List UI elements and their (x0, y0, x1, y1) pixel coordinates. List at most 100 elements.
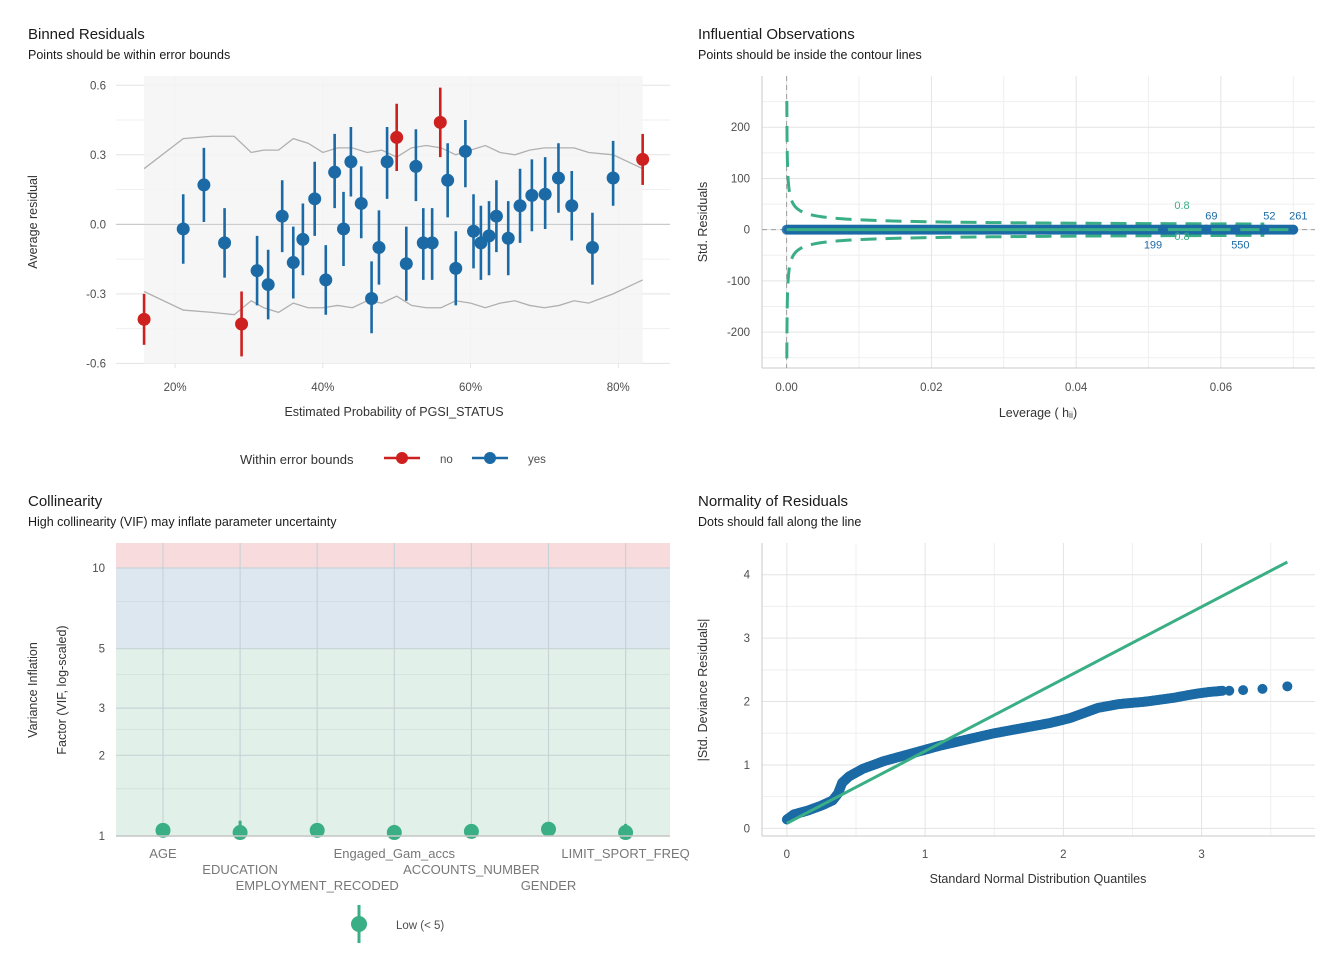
point-label: 69 (1205, 211, 1217, 223)
y-axis-label: Average residual (26, 175, 40, 269)
x-tick-label: AGE (149, 846, 177, 861)
panel-title: Normality of Residuals (698, 493, 848, 510)
residual-point (425, 236, 439, 250)
x-tick-label: EDUCATION (202, 862, 278, 877)
legend-label-low: Low (< 5) (396, 920, 444, 932)
panel-subtitle: Points should be inside the contour line… (698, 48, 922, 62)
vif-point (541, 821, 556, 837)
residual-point (467, 224, 481, 238)
panel-subtitle: Dots should fall along the line (698, 515, 861, 529)
residual-point (380, 155, 394, 169)
legend-label-no: no (440, 454, 453, 466)
residual-point (197, 178, 211, 192)
vif-point (232, 825, 248, 841)
residual-point (275, 209, 289, 223)
y-tick-label: -0.3 (86, 289, 106, 301)
x-tick-label: 0.02 (920, 382, 942, 394)
residual-point (538, 187, 552, 201)
point-label: 52 (1263, 211, 1275, 223)
y-axis-label-line2: Factor (VIF, log-scaled) (55, 625, 69, 754)
residual-point (319, 273, 333, 287)
residual-point (337, 222, 351, 236)
y-tick-label: 3 (744, 633, 750, 645)
vif-point (463, 823, 479, 839)
residual-point (372, 240, 386, 254)
residual-point (458, 144, 472, 158)
residual-point (636, 152, 650, 166)
upper-error-bound (143, 135, 643, 170)
vif-band (116, 543, 670, 569)
error-band-background (144, 76, 643, 364)
y-axis-label: Std. Residuals (696, 182, 710, 263)
y-axis-label-line1: Variance Inflation (26, 642, 40, 738)
residual-point (606, 171, 620, 185)
y-tick-label: -200 (727, 327, 750, 339)
collinearity-panel: Collinearity High collinearity (VIF) may… (26, 493, 690, 943)
residual-point (328, 165, 342, 179)
contour-label-lower: 0.8 (1174, 231, 1189, 243)
residual-point (489, 209, 503, 223)
panel-subtitle: Points should be within error bounds (28, 48, 230, 62)
residual-point (585, 240, 599, 254)
residual-point (409, 159, 423, 173)
point-label: 199 (1144, 240, 1162, 252)
y-axis-label: |Std. Deviance Residuals| (696, 619, 710, 762)
x-tick-label: 0.04 (1065, 382, 1088, 394)
residual-point (441, 173, 455, 187)
residual-point (235, 317, 249, 331)
residual-point (390, 130, 404, 144)
residual-point (525, 188, 539, 202)
x-tick-label: 2 (1060, 849, 1066, 861)
cooks-distance-contour (785, 233, 1265, 359)
panel-title: Influential Observations (698, 26, 855, 43)
x-axis-label: Estimated Probability of PGSI_STATUS (284, 405, 503, 419)
residual-point (250, 264, 264, 278)
residual-point (296, 232, 310, 246)
plot-area: 0.6 0.3 0.0 -0.3 -0.6 20% 40% 60% 80% (86, 76, 670, 394)
residual-point (365, 291, 379, 305)
point-label: 550 (1231, 240, 1249, 252)
x-axis-label: Standard Normal Distribution Quantiles (930, 872, 1147, 886)
qq-point (1224, 685, 1235, 696)
x-tick-label: GENDER (521, 878, 577, 893)
legend: Low (< 5) (351, 905, 444, 943)
contour-label-upper: 0.8 (1174, 200, 1189, 212)
vif-point (309, 822, 325, 838)
plot-area: 200 100 0 -100 -200 0.00 0.02 0.04 0.06 199 69 550 5… (727, 76, 1315, 394)
residual-point (286, 256, 300, 270)
y-tick-label: 0.3 (90, 150, 106, 162)
legend-label-yes: yes (528, 454, 546, 466)
vif-point (155, 822, 171, 838)
x-tick-label: 0 (784, 849, 790, 861)
point-label: 261 (1289, 211, 1307, 223)
vif-band (116, 648, 670, 836)
qq-point (1217, 685, 1228, 696)
binned-residuals-panel: Binned Residuals Points should be within… (26, 26, 670, 467)
residual-point (449, 261, 463, 275)
influential-observations-panel: Influential Observations Points should b… (696, 26, 1315, 420)
y-tick-label: 0 (744, 823, 750, 835)
qq-point (1238, 685, 1249, 696)
y-tick-label: 0.6 (90, 80, 106, 92)
legend-marker-low (351, 916, 367, 932)
x-tick-label: 1 (922, 849, 928, 861)
lower-error-bound (143, 279, 643, 316)
y-tick-label: 3 (99, 703, 105, 715)
y-tick-label: 0 (744, 225, 750, 237)
legend-marker-yes (484, 452, 496, 464)
residual-point (433, 115, 447, 129)
y-tick-label: -0.6 (86, 358, 106, 370)
residual-point (137, 312, 151, 326)
labeled-observation-point (1230, 224, 1241, 235)
x-tick-label: ACCOUNTS_NUMBER (403, 862, 540, 877)
qq-point (1257, 683, 1268, 694)
vif-point (618, 825, 634, 841)
x-tick-label: 20% (164, 382, 187, 394)
y-tick-label: 10 (92, 563, 105, 575)
residual-point (176, 222, 190, 236)
residual-point (513, 199, 527, 213)
x-tick-label: LIMIT_SPORT_FREQ (561, 846, 689, 861)
residual-point (261, 278, 275, 292)
legend-title: Within error bounds (240, 452, 354, 467)
